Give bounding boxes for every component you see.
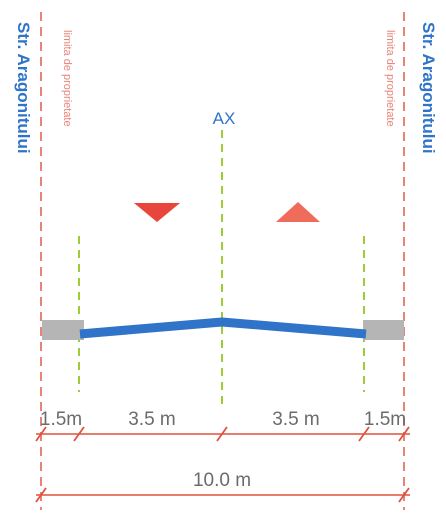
sidewalk-left <box>42 320 84 340</box>
dimension-lane-right: 3.5 m <box>272 409 320 430</box>
dimension-sidewalk-left: 1.5m <box>40 409 82 430</box>
total-dimension-ticks <box>35 487 410 503</box>
property-limit-label-right: limita de proprietate <box>384 30 396 127</box>
arrow-up-icon <box>276 202 320 222</box>
dimension-lane-left: 3.5 m <box>128 409 176 430</box>
dimension-total: 10.0 m <box>193 470 251 491</box>
dimension-ticks <box>35 426 410 442</box>
arrow-down-icon <box>134 203 180 222</box>
road-surface <box>79 317 367 339</box>
sidewalk-right <box>363 320 404 340</box>
axis-label: AX <box>213 109 236 128</box>
street-name-right: Str. Aragonitului <box>419 22 438 154</box>
dimension-sidewalk-right: 1.5m <box>364 409 406 430</box>
street-name-left: Str. Aragonitului <box>14 22 33 154</box>
property-limit-label-left: limita de proprietate <box>61 30 73 127</box>
